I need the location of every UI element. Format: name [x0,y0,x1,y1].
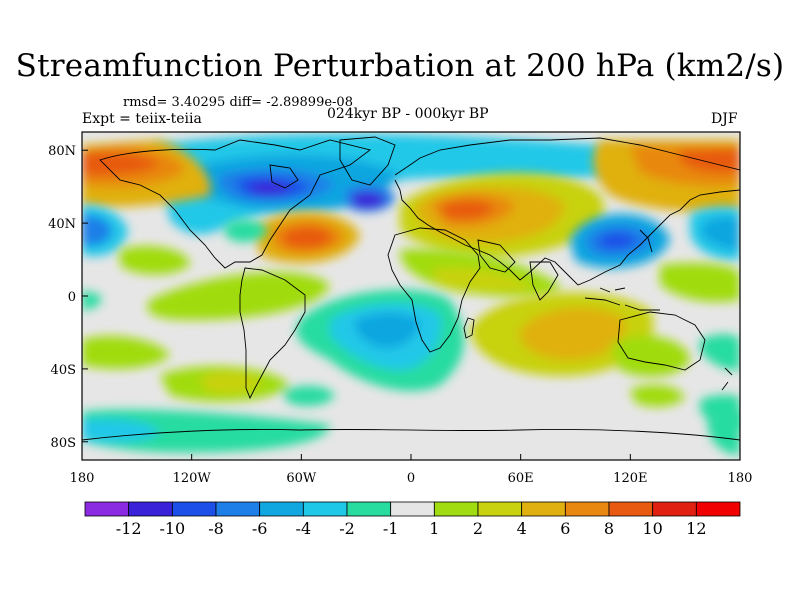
colorbar-label: 10 [642,519,662,538]
south-atlantic-negative [296,289,464,391]
antarctic-negative [82,409,740,455]
west-atlantic-positive [255,211,360,264]
northern-negative-band [155,133,610,235]
colorbar-swatch [346,501,392,517]
colorbar: -12 -10 -8 -6 -4 -2 -1 1 2 4 6 8 10 12 [84,501,741,538]
colorbar-label: -10 [159,519,185,538]
y-tick-label: 80N [48,144,76,159]
colorbar-label: 4 [517,519,527,538]
colorbar-swatch [477,501,523,517]
colorbar-swatch [521,501,566,517]
x-tick-label: 120W [173,471,212,486]
x-tick-label: 180 [70,471,95,486]
colorbar-label: 2 [473,519,483,538]
rmsd-stats: rmsd= 3.40295 diff= -2.89899e-08 [123,95,353,110]
experiment-label: Expt = teiix-teiia [82,111,202,127]
colorbar-label: 1 [429,519,439,538]
colorbar-swatch [390,501,435,517]
y-tick-label: 40N [48,217,76,232]
season-label: DJF [711,111,738,127]
colorbar-swatch [171,501,217,517]
y-tick-label: 80S [51,436,76,451]
pacific-east-negative [690,206,740,261]
y-axis-ticks: 80N 40N 0 40S 80S [48,144,88,451]
pacific-west-negative [82,205,128,257]
colorbar-label: 6 [560,519,570,538]
x-tick-label: 60E [508,471,534,486]
colorbar-label: -8 [208,519,224,538]
tropical-positive-bands [82,219,740,320]
colorbar-label: 12 [686,519,706,538]
x-tick-label: 120E [613,471,647,486]
colorbar-swatch [652,501,697,517]
x-axis-ticks: 180 120W 60W 0 60E 120E 180 [70,454,753,486]
coastlines [82,136,740,441]
eurasia-positive [400,173,604,259]
colorbar-swatch [84,501,130,517]
y-tick-label: 40S [51,363,76,378]
colorbar-label: -2 [339,519,355,538]
north-pacific-positive [82,140,211,207]
map-field [82,132,740,460]
colorbar-swatch [564,501,610,517]
colorbar-label: 8 [604,519,614,538]
colorbar-swatch [433,501,479,517]
colorbar-swatch [302,501,348,517]
period-label: 024kyr BP - 000kyr BP [327,106,489,122]
siberia-positive [593,140,740,212]
colorbar-swatch [259,501,304,517]
colorbar-label: -6 [252,519,268,538]
colorbar-swatch [128,501,173,517]
y-tick-label: 0 [68,290,76,305]
plot-title: Streamfunction Perturbation at 200 hPa (… [15,48,785,84]
colorbar-label: -12 [116,519,142,538]
colorbar-swatch [695,501,741,517]
x-tick-label: 180 [728,471,753,486]
x-tick-label: 60W [286,471,317,486]
colorbar-label: -4 [296,519,312,538]
east-asia-negative [570,213,670,269]
colorbar-swatch [215,501,261,517]
colorbar-label: -1 [383,519,399,538]
x-tick-label: 0 [407,471,415,486]
colorbar-swatch [608,501,654,517]
